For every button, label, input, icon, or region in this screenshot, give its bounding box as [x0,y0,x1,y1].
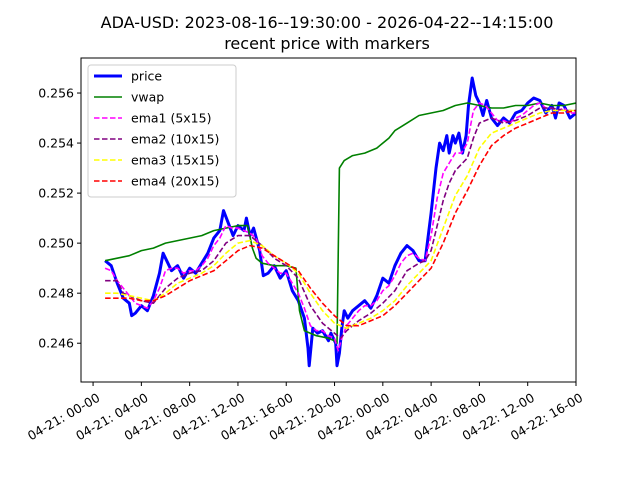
y-tick-label: 0.254 [38,136,74,151]
chart-subtitle: recent price with markers [224,34,430,53]
y-tick-label: 0.248 [38,286,74,301]
legend: price vwap ema1 (5x15) ema2 (10x15) ema3 (15… [87,64,237,198]
legend-label: price [131,69,162,84]
y-axis: 0.246 0.248 0.250 0.252 0.254 0.256 [38,86,81,351]
series-ema4-line [105,109,576,327]
series-ema3-line [105,109,576,329]
plot-frame [80,57,577,383]
y-tick-label: 0.252 [38,186,74,201]
y-tick-label: 0.256 [38,86,74,101]
legend-box [87,64,237,198]
series-vwap-line [104,102,576,344]
chart-title: ADA-USD: 2023-08-16--19:30:00 - 2026-04-… [101,13,554,32]
legend-label: vwap [131,90,164,105]
y-tick-label: 0.246 [38,336,74,351]
legend-label: ema2 (10x15) [131,132,219,147]
legend-label: ema4 (20x15) [131,174,219,189]
y-tick-label: 0.250 [38,236,74,251]
legend-label: ema1 (5x15) [131,111,211,126]
series-ema2-line [105,107,576,339]
legend-label: ema3 (15x15) [131,153,219,168]
series-layer [104,76,576,368]
